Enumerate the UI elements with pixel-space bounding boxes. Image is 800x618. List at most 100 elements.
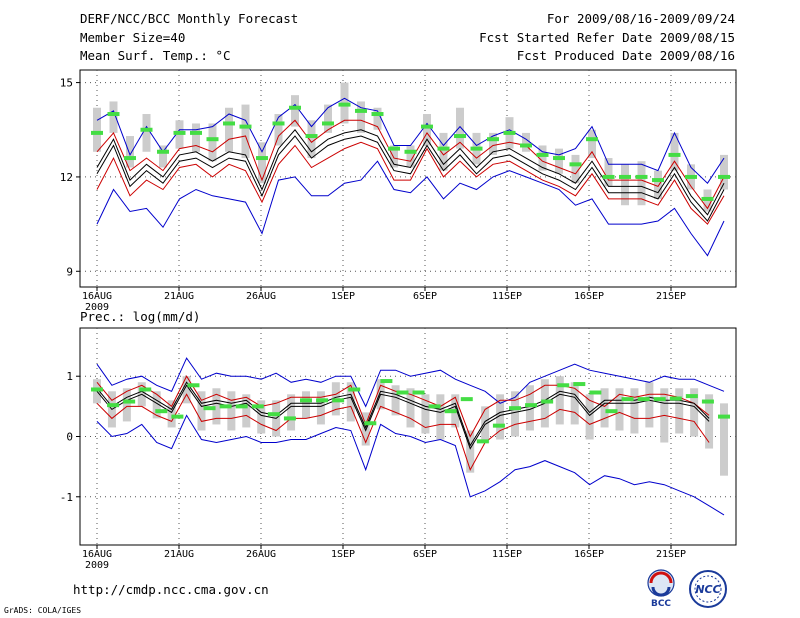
spread-box — [192, 123, 200, 152]
obs-marker — [421, 124, 433, 129]
spread-box — [423, 114, 431, 146]
panel-1: -1 0 1 16AUG 21AUG 26AUG 1SEP 6SEP 11SEP 16SEP 21S… — [60, 327, 737, 571]
spread-box — [436, 394, 445, 440]
source-url[interactable]: http://cmdp.ncc.cma.gov.cn — [73, 582, 269, 597]
spread-box — [258, 142, 266, 184]
upper-line — [96, 119, 725, 210]
x-tick-label: 11SEP — [492, 291, 522, 302]
obs-marker — [637, 397, 650, 402]
spread-box — [675, 388, 684, 434]
obs-marker — [602, 174, 615, 179]
spread-box — [720, 403, 728, 476]
y-tick-label: 0 — [66, 431, 73, 444]
spread-box — [406, 145, 415, 168]
spread-box — [621, 164, 629, 206]
obs-marker — [454, 134, 466, 139]
obs-marker — [569, 162, 582, 167]
obs-marker — [619, 174, 631, 179]
bcc-logo-text: BCC — [651, 599, 671, 608]
obs-marker — [503, 130, 516, 135]
obs-marker — [470, 146, 483, 151]
x-tick-label: 21SEP — [656, 291, 686, 302]
obs-marker — [107, 112, 120, 117]
x-tick-label: 16SEP — [574, 549, 604, 560]
spread-box — [604, 158, 613, 187]
spread-box — [720, 154, 728, 190]
spread-box — [511, 391, 519, 437]
x-tick-label: 21AUG — [164, 549, 194, 560]
member-size: Member Size=40 — [80, 30, 186, 45]
spread-box — [274, 114, 283, 146]
obs-marker — [701, 196, 714, 201]
spread-box — [373, 107, 382, 130]
max-line — [96, 357, 725, 408]
obs-marker — [718, 414, 730, 419]
obs-marker — [509, 406, 521, 411]
spread-box — [496, 394, 505, 440]
spread-box — [439, 132, 448, 171]
spread-box — [159, 145, 167, 168]
x-tick-label: 16AUG — [82, 549, 112, 560]
obs-marker — [155, 409, 168, 414]
obs-marker — [487, 137, 499, 142]
spread-box — [421, 394, 430, 434]
bcc-logo: BCC — [647, 569, 675, 608]
spread-box — [287, 394, 296, 431]
spread-box — [346, 382, 355, 422]
mean-line-2 — [96, 384, 710, 450]
y-tick-label: 15 — [60, 77, 73, 90]
obs-marker — [190, 130, 202, 135]
x-tick-label: 21AUG — [164, 291, 194, 302]
obs-marker — [388, 146, 400, 151]
spread-box — [361, 412, 370, 446]
spread-box — [555, 148, 563, 174]
spread-box — [225, 107, 233, 152]
obs-marker — [235, 404, 248, 409]
produced-date: Fcst Produced Date 2009/08/16 — [516, 48, 735, 63]
obs-marker — [305, 134, 318, 139]
obs-marker — [338, 102, 351, 107]
obs-marker — [380, 379, 393, 384]
plot-frame — [79, 69, 737, 288]
spread-box — [152, 391, 161, 419]
min-line — [96, 160, 725, 257]
obs-marker — [289, 105, 301, 110]
obs-marker — [718, 174, 730, 179]
obs-marker — [272, 121, 285, 126]
obs-marker — [536, 152, 549, 157]
obs-marker — [332, 398, 345, 403]
spread-box — [142, 114, 151, 152]
spread-box — [588, 129, 596, 159]
ncc-logo-text: NCC — [695, 583, 720, 596]
obs-marker — [652, 178, 664, 183]
spread-box — [466, 430, 475, 473]
obs-marker — [187, 383, 200, 388]
spread-box — [390, 145, 398, 168]
spread-box — [357, 101, 365, 133]
spread-box — [538, 145, 547, 171]
spread-box — [324, 104, 332, 133]
obs-marker — [553, 156, 565, 161]
spread-box — [654, 170, 662, 199]
ncc-logo: NCC — [689, 570, 727, 608]
spread-box — [391, 385, 400, 416]
spread-box — [570, 382, 579, 425]
spread-box — [489, 132, 497, 155]
spread-box — [302, 391, 310, 419]
obs-marker — [437, 146, 450, 151]
x-tick-label: 26AUG — [246, 549, 276, 560]
obs-marker — [173, 130, 186, 135]
obs-marker — [520, 143, 532, 148]
obs-marker — [635, 174, 648, 179]
spread-box — [316, 391, 325, 425]
obs-marker — [589, 390, 602, 395]
lower-line — [96, 141, 725, 225]
spread-box — [227, 391, 236, 431]
spread-box — [182, 376, 191, 404]
obs-marker — [476, 439, 489, 444]
obs-marker — [283, 416, 296, 421]
spread-box — [122, 388, 131, 422]
spread-box — [126, 136, 134, 168]
spread-box — [212, 388, 221, 425]
